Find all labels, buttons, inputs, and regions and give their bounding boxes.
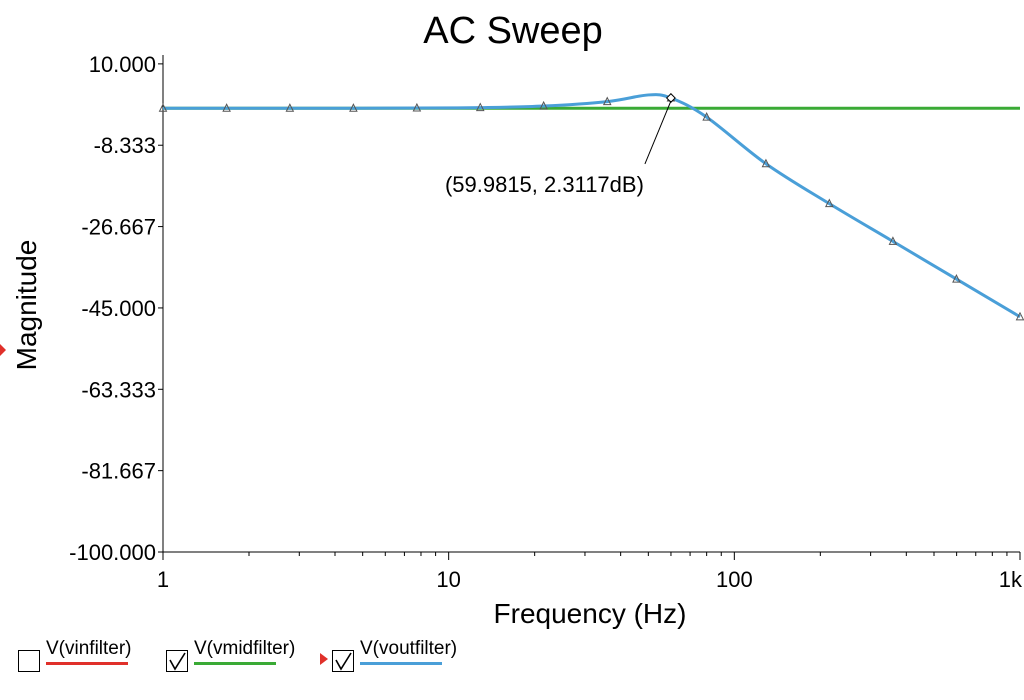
data-marker — [475, 102, 485, 112]
legend-checkbox-voutfilter[interactable] — [332, 650, 354, 672]
plot-area[interactable] — [158, 92, 1024, 321]
legend-checkbox-vinfilter[interactable] — [18, 650, 40, 672]
legend-swatch-voutfilter — [360, 662, 442, 665]
x-tick-label: 1k — [999, 567, 1023, 592]
x-tick-label: 10 — [436, 567, 460, 592]
y-tick-label: -100.000 — [69, 540, 156, 565]
y-axis-title: Magnitude — [11, 240, 42, 371]
annotation-leader — [644, 100, 672, 165]
chart-title: AC Sweep — [423, 10, 603, 52]
data-marker — [539, 100, 548, 110]
data-marker — [412, 102, 422, 112]
selected-trace-marker — [0, 344, 6, 356]
data-marker — [285, 103, 295, 112]
data-marker — [761, 158, 771, 168]
x-ticks: 1 10 100 1k — [157, 552, 1023, 592]
legend-label-vmidfilter: V(vmidfilter) — [194, 638, 296, 659]
legend-checkbox-vmidfilter[interactable] — [166, 650, 188, 672]
data-marker — [158, 103, 168, 112]
y-tick-label: 10.000 — [89, 52, 156, 77]
legend-swatch-vmidfilter — [194, 662, 276, 665]
annotations: (59.9815, 2.3117dB) — [445, 93, 676, 197]
selected-series-arrow-icon — [320, 653, 328, 665]
legend-label-voutfilter: V(voutfilter) — [360, 638, 458, 659]
checkmark-icon — [335, 652, 352, 671]
y-tick-label: -81.667 — [81, 459, 156, 484]
y-tick-label: -26.667 — [81, 215, 156, 240]
axes — [162, 55, 1020, 553]
y-tick-label: -63.333 — [81, 377, 156, 402]
data-marker — [952, 273, 961, 283]
data-marker — [824, 198, 834, 208]
y-ticks: 10.000 -8.333 -26.667 -45.000 -63.333 -81.667… — [69, 52, 163, 565]
legend-label-vinfilter: V(vinfilter) — [46, 638, 132, 659]
cursor-point — [665, 93, 676, 103]
data-marker — [602, 96, 612, 106]
data-marker — [1015, 311, 1024, 321]
y-tick-label: -8.333 — [94, 133, 156, 158]
series-line-v-voutfilter — [162, 93, 1021, 319]
y-tick-label: -45.000 — [81, 296, 156, 321]
data-marker — [222, 103, 231, 112]
data-marker — [349, 103, 358, 112]
data-marker — [702, 112, 711, 121]
data-marker — [888, 236, 898, 245]
checkmark-icon — [169, 652, 186, 671]
x-tick-label: 1 — [157, 567, 169, 592]
x-tick-label: 100 — [716, 567, 753, 592]
annotation-label: (59.9815, 2.3117dB) — [445, 172, 644, 197]
legend-swatch-vinfilter — [46, 662, 128, 665]
x-axis-title: Frequency (Hz) — [494, 598, 687, 629]
